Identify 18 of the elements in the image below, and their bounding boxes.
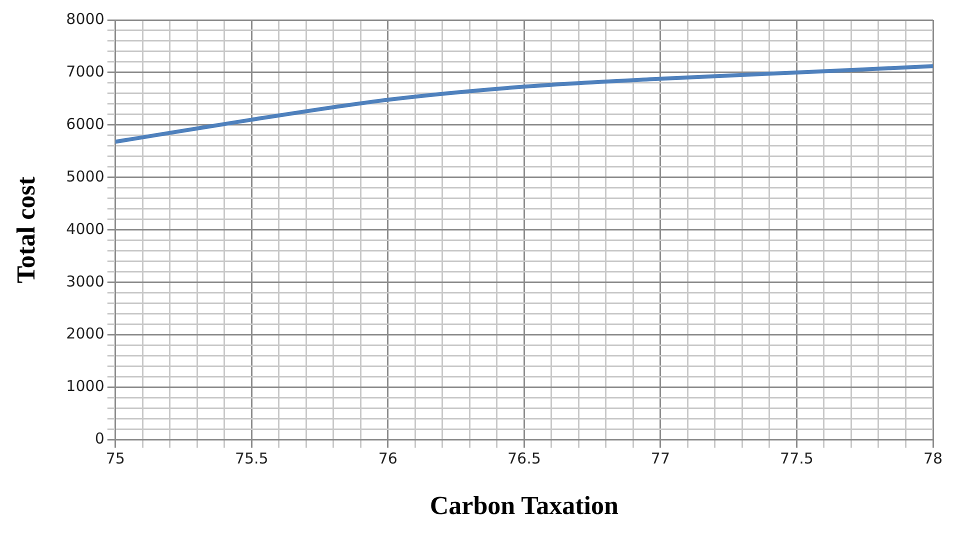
y-tick-label: 7000 [66,62,104,80]
y-axis-title: Total cost [11,176,40,284]
y-tick-label: 4000 [66,220,104,238]
x-tick-label: 77.5 [780,450,814,468]
x-tick-label: 75.5 [234,450,268,468]
y-tick-label: 8000 [66,10,104,28]
y-tick-label: 5000 [66,167,104,186]
y-tick-label: 3000 [66,272,104,290]
y-tick-label: 0 [94,430,104,448]
x-tick-label: 76 [378,450,398,468]
y-tick-label: 2000 [66,324,104,343]
x-tick-label: 77 [650,450,670,468]
y-tick-label: 6000 [66,114,104,133]
y-tick-label: 1000 [66,377,104,396]
x-tick-label: 78 [923,450,943,468]
x-tick-label: 76.5 [507,450,541,468]
x-tick-label: 75 [106,450,125,468]
x-axis-title: Carbon Taxation [430,491,619,520]
